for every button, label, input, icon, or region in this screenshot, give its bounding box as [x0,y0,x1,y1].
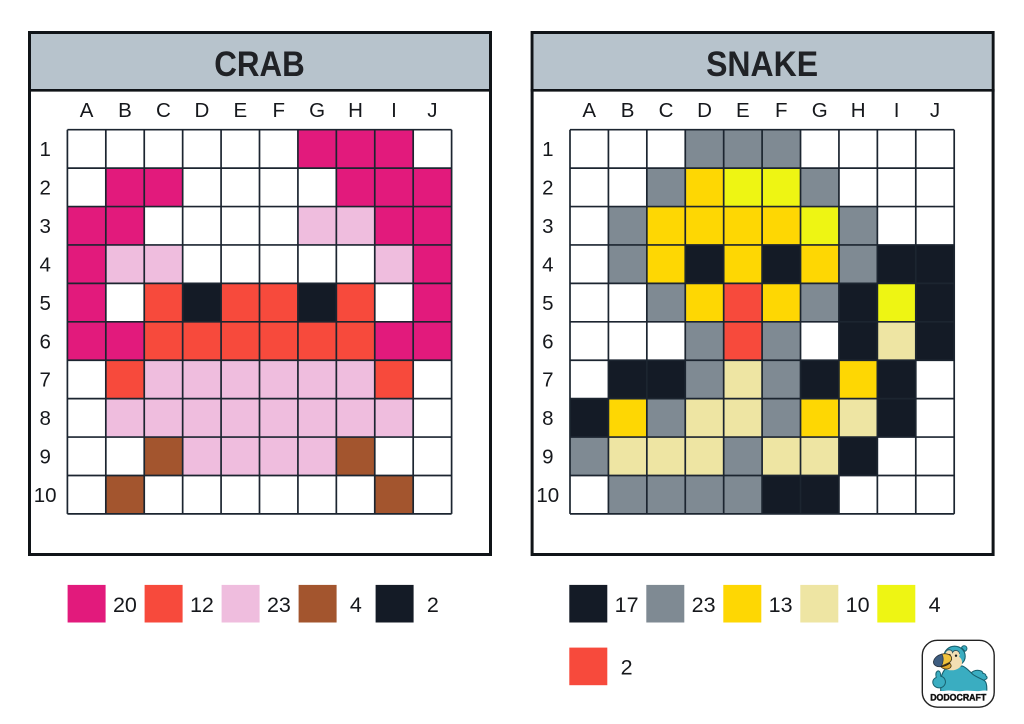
svg-text:I: I [894,99,900,122]
svg-text:4: 4 [350,593,362,617]
svg-text:7: 7 [542,369,553,392]
svg-text:10: 10 [536,484,559,507]
svg-text:5: 5 [542,292,553,315]
svg-text:1: 1 [542,138,553,161]
svg-text:13: 13 [769,593,793,617]
svg-text:4: 4 [929,593,941,617]
svg-text:8: 8 [542,407,553,430]
svg-text:J: J [427,99,437,122]
svg-text:4: 4 [542,253,553,276]
svg-text:7: 7 [39,369,50,392]
svg-text:20: 20 [113,593,137,617]
svg-text:A: A [582,99,596,122]
svg-text:J: J [930,99,940,122]
svg-text:E: E [736,99,750,122]
svg-text:B: B [118,99,132,122]
svg-text:G: G [812,99,828,122]
svg-text:2: 2 [621,656,633,680]
svg-text:12: 12 [190,593,214,617]
svg-text:2: 2 [542,177,553,200]
svg-text:2: 2 [39,177,50,200]
svg-text:6: 6 [39,330,50,353]
svg-text:SNAKE: SNAKE [706,45,818,84]
svg-text:8: 8 [39,407,50,430]
svg-text:5: 5 [39,292,50,315]
svg-text:CRAB: CRAB [214,45,305,84]
svg-text:C: C [659,99,674,122]
svg-text:23: 23 [267,593,291,617]
svg-text:23: 23 [692,593,716,617]
svg-text:I: I [391,99,397,122]
svg-text:D: D [697,99,712,122]
svg-text:G: G [309,99,325,122]
svg-text:B: B [621,99,635,122]
svg-text:17: 17 [615,593,639,617]
svg-text:10: 10 [846,593,870,617]
svg-text:4: 4 [39,253,50,276]
svg-text:H: H [851,99,866,122]
svg-text:E: E [233,99,247,122]
svg-text:10: 10 [34,484,57,507]
svg-text:C: C [156,99,171,122]
svg-text:H: H [348,99,363,122]
svg-text:F: F [272,99,285,122]
svg-text:3: 3 [39,215,50,238]
svg-text:9: 9 [542,446,553,469]
svg-text:DODOCRAFT: DODOCRAFT [930,691,986,702]
svg-text:1: 1 [39,138,50,161]
svg-text:3: 3 [542,215,553,238]
svg-text:9: 9 [39,446,50,469]
svg-text:F: F [775,99,788,122]
svg-text:6: 6 [542,330,553,353]
svg-text:A: A [80,99,94,122]
svg-text:D: D [194,99,209,122]
svg-text:2: 2 [427,593,439,617]
